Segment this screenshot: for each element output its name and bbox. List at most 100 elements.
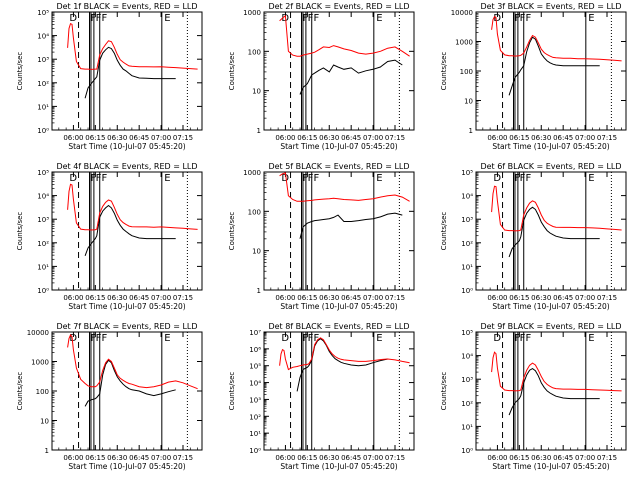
- lld-series-line: [67, 23, 198, 70]
- x-tick-label: 07:00: [151, 134, 171, 142]
- flag-letter: F: [525, 13, 531, 24]
- plot-frame: [475, 11, 627, 131]
- y-axis-label: Counts/sec: [228, 52, 236, 91]
- y-tick-label: 10⁰: [249, 447, 261, 455]
- x-tick-label: 06:00: [275, 134, 295, 142]
- flag-letter: E: [588, 173, 594, 184]
- y-axis-label: Counts/sec: [228, 212, 236, 251]
- events-series-line: [299, 212, 403, 239]
- x-tick-label: 07:15: [597, 134, 617, 142]
- flag-letter: F: [308, 173, 314, 184]
- y-tick-label: 1000: [455, 39, 473, 47]
- y-tick-label: 10³: [37, 56, 49, 64]
- x-tick-label: 06:45: [553, 294, 573, 302]
- x-tick-label: 06:30: [107, 454, 127, 462]
- lld-series-line: [491, 15, 622, 62]
- events-series-line: [508, 36, 600, 96]
- x-tick-label: 07:15: [173, 134, 193, 142]
- chart-panel-det-9: Det 9f BLACK = Events, RED = LLD 10⁰ 10¹ 10…: [440, 322, 627, 471]
- flag-letter: D: [493, 173, 501, 184]
- chart-panel-det-7: Det 7f BLACK = Events, RED = LLD 1 10 100 10…: [16, 322, 203, 471]
- y-tick-label: 10: [464, 98, 473, 106]
- flag-letter: F: [303, 333, 309, 344]
- x-axis-label: Start Time (10-Jul-07 05:45:20): [280, 142, 397, 151]
- y-axis-label: Counts/sec: [440, 52, 448, 91]
- x-tick-label: 06:30: [107, 294, 127, 302]
- y-tick-label: 1: [257, 287, 261, 295]
- x-tick-label: 06:45: [341, 454, 361, 462]
- chart-title: Det 1f BLACK = Events, RED = LLD: [56, 2, 197, 11]
- chart-panel-det-4: Det 4f BLACK = Events, RED = LLD 10⁰ 10¹ 10…: [16, 162, 203, 311]
- x-axis-label: Start Time (10-Jul-07 05:45:20): [280, 462, 397, 471]
- x-tick-label: 06:30: [107, 134, 127, 142]
- y-tick-label: 10⁰: [461, 287, 473, 295]
- chart-title: Det 3f BLACK = Events, RED = LLD: [480, 2, 621, 11]
- y-tick-label: 10²: [461, 400, 473, 408]
- x-axis-label: Start Time (10-Jul-07 05:45:20): [492, 462, 609, 471]
- y-tick-label: 10⁰: [461, 447, 473, 455]
- flag-letter: E: [588, 333, 594, 344]
- y-tick-label: 10¹: [461, 263, 473, 271]
- chart-panel-det-8: Det 8f BLACK = Events, RED = LLD 10⁰ 10¹ 10…: [228, 322, 415, 471]
- chart-panel-det-2: Det 2f BLACK = Events, RED = LLD 1 10 100 10…: [228, 2, 415, 151]
- x-tick-label: 06:15: [85, 454, 105, 462]
- chart-panel-det-1: Det 1f BLACK = Events, RED = LLD 10⁰ 10¹ 10…: [16, 2, 203, 151]
- lld-series-line: [491, 185, 622, 232]
- chart-title: Det 6f BLACK = Events, RED = LLD: [480, 162, 621, 171]
- plot-frame: [51, 171, 203, 291]
- events-series-line: [84, 204, 176, 256]
- y-tick-label: 10⁴: [461, 193, 473, 201]
- x-tick-label: 06:00: [275, 294, 295, 302]
- flag-letter: F: [91, 13, 97, 24]
- x-tick-label: 06:45: [553, 454, 573, 462]
- lld-series-line: [67, 333, 198, 390]
- x-tick-label: 06:15: [85, 134, 105, 142]
- y-tick-label: 10000: [451, 9, 473, 17]
- flag-letter: E: [376, 13, 382, 24]
- flag-letter: F: [515, 333, 521, 344]
- x-tick-label: 07:15: [385, 294, 405, 302]
- x-axis-label: Start Time (10-Jul-07 05:45:20): [68, 302, 185, 311]
- lld-series-line: [279, 337, 410, 371]
- y-tick-label: 10⁴: [461, 353, 473, 361]
- x-axis-label: Start Time (10-Jul-07 05:45:20): [68, 462, 185, 471]
- chart-title: Det 4f BLACK = Events, RED = LLD: [56, 162, 197, 171]
- y-tick-label: 10⁴: [37, 193, 49, 201]
- flag-letter: F: [303, 13, 309, 24]
- y-tick-label: 10: [252, 88, 261, 96]
- plot-frame: [263, 11, 415, 131]
- y-tick-label: 1: [45, 447, 49, 455]
- x-tick-label: 07:15: [385, 134, 405, 142]
- flag-letter: E: [164, 173, 170, 184]
- flag-letter: F: [101, 173, 107, 184]
- x-tick-label: 06:45: [341, 134, 361, 142]
- y-tick-label: 10³: [461, 376, 473, 384]
- y-tick-label: 10¹: [37, 263, 49, 271]
- plot-frame: [51, 331, 203, 451]
- flag-letter: F: [515, 13, 521, 24]
- y-tick-label: 10⁷: [249, 329, 261, 337]
- chart-panel-det-3: Det 3f BLACK = Events, RED = LLD 1 10 100 10…: [440, 2, 627, 151]
- y-tick-label: 10³: [461, 216, 473, 224]
- x-tick-label: 06:15: [509, 454, 529, 462]
- x-tick-label: 06:00: [275, 454, 295, 462]
- x-tick-label: 07:00: [151, 294, 171, 302]
- x-tick-label: 06:30: [319, 134, 339, 142]
- flag-letter: D: [493, 333, 501, 344]
- flag-letter: D: [281, 173, 289, 184]
- flag-letter: F: [313, 333, 319, 344]
- y-tick-label: 10⁵: [249, 363, 261, 371]
- y-axis-label: Counts/sec: [16, 212, 24, 251]
- flag-letter: F: [96, 333, 102, 344]
- x-tick-label: 07:15: [597, 294, 617, 302]
- x-tick-label: 06:45: [129, 134, 149, 142]
- x-tick-label: 06:45: [129, 294, 149, 302]
- y-tick-label: 100: [248, 208, 261, 216]
- flag-letter: F: [520, 333, 526, 344]
- lld-series-line: [67, 183, 198, 231]
- x-tick-label: 06:15: [297, 294, 317, 302]
- x-tick-label: 06:15: [509, 134, 529, 142]
- y-tick-label: 10²: [37, 240, 49, 248]
- y-tick-label: 10⁶: [249, 346, 261, 354]
- x-tick-label: 07:00: [575, 294, 595, 302]
